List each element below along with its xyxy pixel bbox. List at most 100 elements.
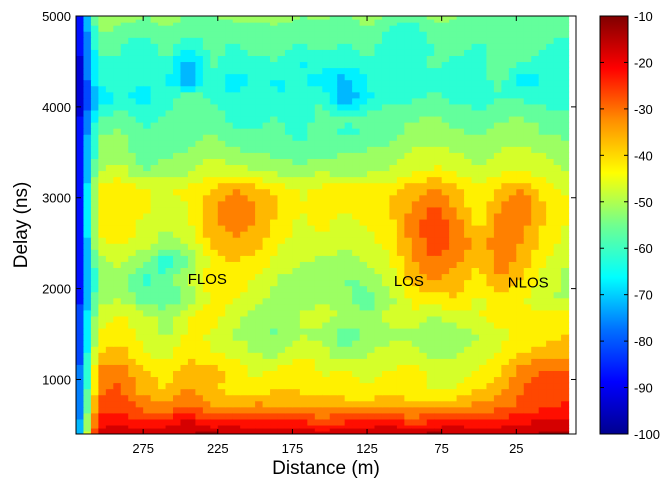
heatmap-cell: [284, 146, 294, 153]
heatmap-cell: [352, 128, 361, 135]
heatmap-cell: [449, 212, 458, 220]
heatmap-cell: [553, 297, 562, 305]
heatmap-cell: [143, 16, 152, 20]
heatmap-cell: [150, 321, 159, 329]
heatmap-cell: [359, 237, 368, 244]
heatmap-cell: [396, 218, 405, 226]
heatmap-cell: [150, 358, 159, 365]
heatmap-cell: [180, 273, 189, 281]
heatmap-cell: [98, 394, 107, 402]
heatmap-cell: [374, 309, 383, 317]
heatmap-cell: [210, 243, 219, 250]
y-tick-label: 2000: [42, 282, 71, 297]
heatmap-cell: [322, 22, 331, 26]
heatmap-cell: [284, 128, 294, 135]
heatmap-cell: [434, 158, 443, 166]
heatmap-cell: [367, 25, 376, 32]
heatmap-cell: [501, 297, 510, 305]
heatmap-cell: [359, 170, 368, 178]
heatmap-cell: [478, 382, 488, 390]
heatmap-cell: [538, 67, 547, 75]
heatmap-cell: [128, 122, 137, 129]
heatmap-cell: [232, 122, 241, 129]
heatmap-cell: [240, 388, 249, 396]
heatmap-cell: [225, 67, 234, 75]
heatmap-cell: [486, 364, 495, 371]
heatmap-cell: [299, 364, 308, 371]
heatmap-cell: [546, 255, 555, 262]
heatmap-cell: [359, 400, 368, 408]
heatmap-cell: [411, 427, 420, 432]
heatmap-cell: [143, 188, 152, 196]
heatmap-cell: [538, 376, 547, 384]
heatmap-cell: [553, 19, 562, 23]
heatmap-cell: [299, 170, 308, 178]
heatmap-cell: [561, 297, 570, 305]
heatmap-cell: [187, 400, 196, 408]
heatmap-cell: [449, 427, 458, 432]
heatmap-cell: [493, 73, 502, 81]
heatmap-cell: [98, 418, 107, 426]
heatmap-cell: [150, 16, 159, 20]
heatmap-cell: [426, 25, 435, 32]
heatmap-cell: [493, 134, 502, 141]
heatmap-cell: [165, 231, 174, 238]
heatmap-cell: [464, 358, 473, 365]
heatmap-cell: [337, 430, 346, 434]
heatmap-cell: [486, 128, 495, 135]
heatmap-cell: [255, 424, 264, 429]
heatmap-cell: [98, 382, 107, 390]
heatmap-cell: [225, 61, 234, 69]
heatmap-cell: [90, 97, 99, 105]
heatmap-cell: [344, 321, 353, 329]
heatmap-cell: [158, 37, 167, 44]
heatmap-cell: [240, 176, 249, 184]
heatmap-cell: [225, 182, 234, 190]
heatmap-cell: [232, 364, 241, 371]
heatmap-cell: [419, 16, 428, 20]
heatmap-cell: [247, 261, 256, 269]
heatmap-cell: [105, 194, 114, 202]
heatmap-cell: [464, 170, 473, 178]
heatmap-cell: [404, 394, 413, 402]
heatmap-cell: [419, 79, 428, 87]
heatmap-cell: [337, 164, 346, 172]
heatmap-cell: [523, 279, 532, 287]
heatmap-cell: [553, 418, 562, 426]
heatmap-cell: [143, 291, 152, 299]
heatmap-cell: [128, 412, 137, 420]
heatmap-cell: [352, 412, 361, 420]
heatmap-cell: [202, 291, 211, 299]
heatmap-cell: [553, 134, 562, 141]
heatmap-cell: [538, 237, 547, 244]
heatmap-cell: [284, 346, 294, 353]
heatmap-cell: [232, 140, 241, 147]
heatmap-cell: [135, 212, 144, 220]
heatmap-cell: [98, 427, 107, 432]
heatmap-cell: [478, 327, 488, 335]
heatmap-cell: [165, 37, 174, 44]
heatmap-cell: [202, 25, 211, 32]
heatmap-cell: [314, 279, 323, 287]
heatmap-cell: [225, 430, 234, 434]
heatmap-cell: [344, 115, 353, 123]
heatmap-cell: [240, 285, 249, 293]
heatmap-cell: [173, 364, 182, 371]
heatmap-cell: [105, 176, 114, 184]
heatmap-cell: [329, 255, 338, 262]
heatmap-cell: [538, 43, 547, 50]
heatmap-cell: [210, 67, 219, 75]
heatmap-cell: [143, 67, 152, 75]
heatmap-cell: [516, 334, 525, 341]
heatmap-cell: [76, 218, 85, 226]
heatmap-cell: [255, 122, 264, 129]
heatmap-cell: [292, 103, 301, 111]
heatmap-cell: [449, 237, 458, 244]
heatmap-cell: [419, 364, 428, 371]
heatmap-cell: [255, 164, 264, 172]
heatmap-cell: [464, 31, 473, 38]
heatmap-cell: [83, 424, 92, 429]
heatmap-cell: [516, 134, 525, 141]
heatmap-cell: [359, 164, 368, 172]
heatmap-cell: [329, 25, 338, 32]
